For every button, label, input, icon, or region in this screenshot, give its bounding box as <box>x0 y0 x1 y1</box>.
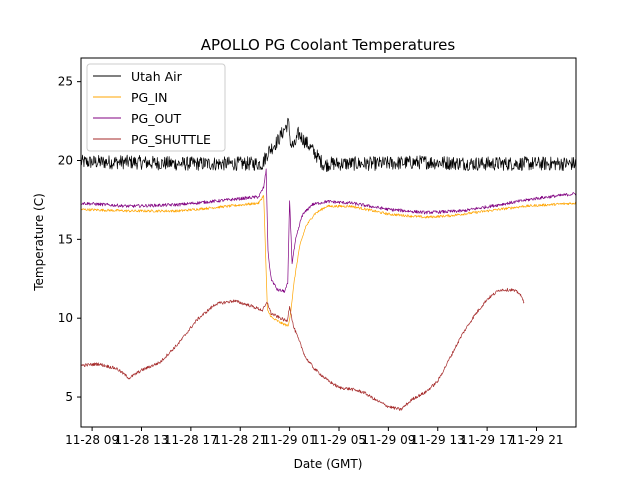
series-line-pg-out <box>81 168 576 293</box>
plot-frame <box>80 57 577 428</box>
legend-box <box>86 63 226 152</box>
x-tick-label: 11-29 13 <box>411 433 465 447</box>
legend: Utah Air PG_IN PG_OUT PG_SHUTTLE <box>86 63 226 152</box>
legend-label: PG_OUT <box>131 111 181 126</box>
x-axis-label: Date (GMT) <box>294 457 363 471</box>
chart-title: APOLLO PG Coolant Temperatures <box>201 36 456 54</box>
series-line-pg-shuttle <box>81 287 525 411</box>
y-tick-label: 5 <box>65 390 73 404</box>
y-tick-label: 20 <box>58 154 73 168</box>
series-layer <box>81 117 576 411</box>
y-axis-label: Temperature (C) <box>32 193 46 292</box>
legend-label: PG_IN <box>131 90 168 105</box>
y-tick-label: 10 <box>58 311 73 325</box>
x-tick-label: 11-28 21 <box>213 433 267 447</box>
legend-label: PG_SHUTTLE <box>131 132 211 147</box>
x-tick-label: 11-29 01 <box>263 433 317 447</box>
x-tick-label: 11-29 09 <box>361 433 415 447</box>
legend-label: Utah Air <box>131 69 183 84</box>
x-tick-label: 11-28 09 <box>65 433 119 447</box>
y-tick-label: 25 <box>58 75 73 89</box>
series-line-utah-air <box>81 117 576 172</box>
x-tick-label: 11-29 21 <box>510 433 564 447</box>
series-line-pg-in <box>81 194 576 327</box>
x-tick-label: 11-28 13 <box>115 433 169 447</box>
x-tick-label: 11-29 17 <box>460 433 514 447</box>
x-tick-label: 11-28 17 <box>164 433 218 447</box>
x-tick-label: 11-29 05 <box>312 433 366 447</box>
y-axis: 5 10 15 20 25 <box>58 75 81 404</box>
y-tick-label: 15 <box>58 232 73 246</box>
